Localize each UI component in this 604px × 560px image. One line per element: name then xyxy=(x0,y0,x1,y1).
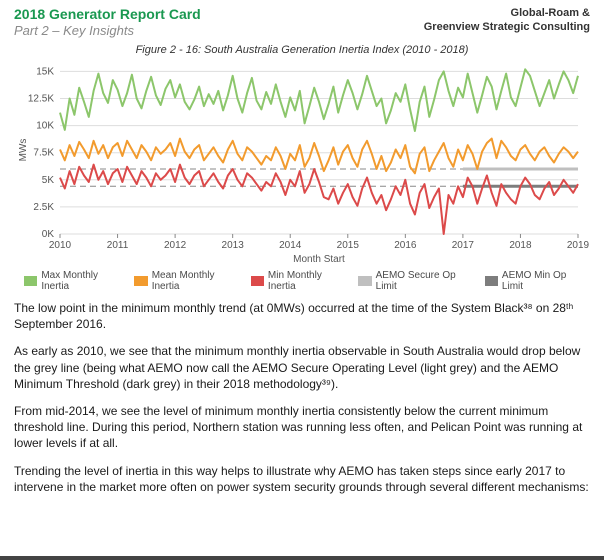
legend-item-secure: AEMO Secure Op Limit xyxy=(358,270,474,292)
paragraph-2: As early as 2010, we see that the minimu… xyxy=(14,343,590,392)
figure-title: Figure 2 - 16: South Australia Generatio… xyxy=(0,44,604,56)
svg-text:2.5K: 2.5K xyxy=(33,202,54,213)
svg-text:15K: 15K xyxy=(36,66,54,77)
header-right: Global-Roam & Greenview Strategic Consul… xyxy=(424,6,590,38)
body-text: The low point in the minimum monthly tre… xyxy=(0,292,604,495)
svg-text:2015: 2015 xyxy=(337,240,360,251)
svg-text:12.5K: 12.5K xyxy=(28,94,54,105)
svg-text:2012: 2012 xyxy=(164,240,187,251)
paragraph-4: Trending the level of inertia in this wa… xyxy=(14,463,590,495)
page-header: 2018 Generator Report Card Part 2 – Key … xyxy=(0,0,604,38)
svg-text:2013: 2013 xyxy=(222,240,245,251)
svg-text:2019: 2019 xyxy=(567,240,590,251)
svg-text:7.5K: 7.5K xyxy=(33,148,54,159)
doc-subtitle: Part 2 – Key Insights xyxy=(14,23,201,38)
svg-text:5K: 5K xyxy=(42,175,55,186)
chart-container: 0K 2.5K 5K 7.5K 10K 12.5K 15K 2010 2011 2012 2013 2… xyxy=(0,56,604,266)
svg-text:MWs: MWs xyxy=(18,139,29,162)
legend-label-max: Max Monthly Inertia xyxy=(41,270,124,292)
paragraph-3: From mid-2014, we see the level of minim… xyxy=(14,403,590,452)
chart-legend: Max Monthly Inertia Mean Monthly Inertia… xyxy=(0,266,604,292)
doc-title: 2018 Generator Report Card xyxy=(14,6,201,22)
svg-text:Month Start: Month Start xyxy=(293,254,345,265)
legend-item-minop: AEMO Min Op Limit xyxy=(485,270,586,292)
legend-item-max: Max Monthly Inertia xyxy=(24,270,124,292)
legend-label-min: Min Monthly Inertia xyxy=(268,270,348,292)
svg-text:2016: 2016 xyxy=(394,240,417,251)
legend-item-min: Min Monthly Inertia xyxy=(251,270,349,292)
org-line-2: Greenview Strategic Consulting xyxy=(424,20,590,34)
legend-label-mean: Mean Monthly Inertia xyxy=(152,270,241,292)
header-left: 2018 Generator Report Card Part 2 – Key … xyxy=(14,6,201,38)
legend-label-secure: AEMO Secure Op Limit xyxy=(376,270,475,292)
svg-text:2017: 2017 xyxy=(452,240,475,251)
bottom-rule xyxy=(0,556,604,560)
inertia-line-chart: 0K 2.5K 5K 7.5K 10K 12.5K 15K 2010 2011 2012 2013 2… xyxy=(12,56,592,266)
svg-text:2014: 2014 xyxy=(279,240,302,251)
legend-label-minop: AEMO Min Op Limit xyxy=(502,270,586,292)
svg-text:0K: 0K xyxy=(42,229,55,240)
svg-text:10K: 10K xyxy=(36,121,54,132)
legend-item-mean: Mean Monthly Inertia xyxy=(134,270,240,292)
svg-text:2018: 2018 xyxy=(509,240,532,251)
org-line-1: Global-Roam & xyxy=(424,6,590,20)
svg-text:2010: 2010 xyxy=(49,240,72,251)
paragraph-1: The low point in the minimum monthly tre… xyxy=(14,300,590,332)
svg-text:2011: 2011 xyxy=(107,240,129,251)
